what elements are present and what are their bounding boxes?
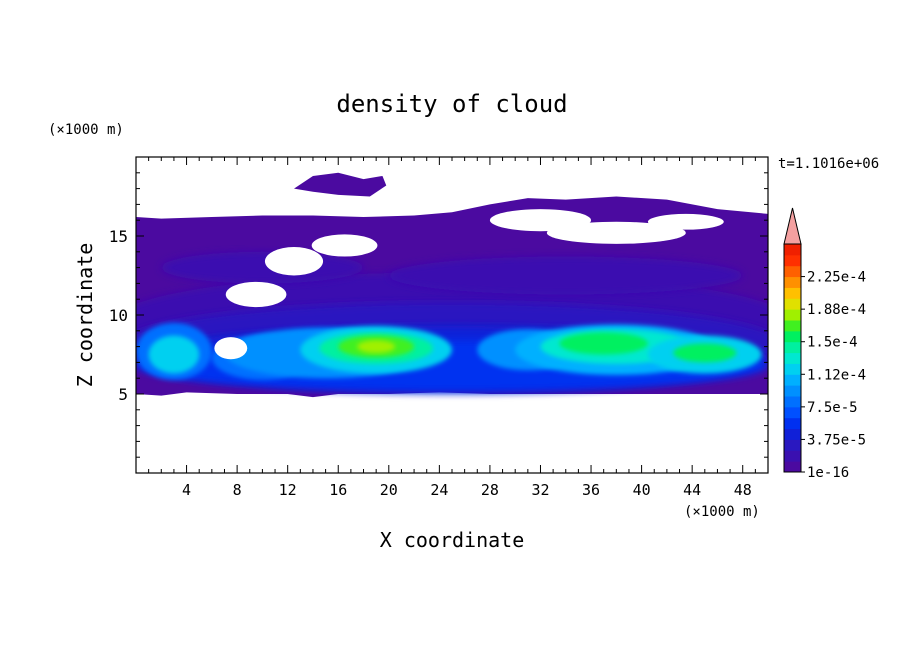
field-blob	[559, 332, 648, 355]
field-blob	[388, 256, 743, 295]
colorbar-swatch	[784, 320, 801, 332]
field-blob	[673, 343, 737, 363]
colorbar-swatch	[784, 396, 801, 408]
y-tick-label: 5	[118, 385, 128, 404]
field-blob	[148, 335, 200, 374]
x-axis-label: X coordinate	[380, 528, 525, 552]
x-tick-label: 40	[633, 481, 651, 499]
field-clear-hole	[225, 281, 287, 308]
field-clear-hole	[489, 209, 592, 232]
colorbar-swatch	[784, 461, 801, 473]
field-blob	[161, 251, 364, 284]
colorbar-swatch	[784, 341, 801, 354]
colorbar-swatch	[784, 244, 801, 256]
field-blob	[357, 340, 396, 353]
x-tick-label: 8	[233, 481, 242, 499]
colorbar-swatch	[784, 428, 801, 440]
colorbar-frame	[783, 243, 802, 473]
x-axis-ticks: 4 8 12 16 20 24 28 32 36 40 44 48	[148, 157, 756, 499]
field-clear-hole	[214, 337, 248, 360]
colorbar-label: 3.75e-5	[807, 432, 866, 448]
colorbar-label: 2.25e-4	[807, 270, 866, 286]
field-clear-hole	[546, 221, 686, 244]
colorbar-swatch	[784, 276, 801, 288]
colorbar-swatch	[784, 450, 801, 462]
colorbar-swatch	[784, 363, 801, 375]
x-tick-label: 32	[531, 481, 549, 499]
x-tick-label: 36	[582, 481, 600, 499]
y-axis-label: Z coordinate	[73, 243, 97, 388]
x-tick-label: 48	[734, 481, 752, 499]
x-tick-label: 4	[182, 481, 191, 499]
x-tick-label: 16	[329, 481, 347, 499]
y-tick-label: 10	[109, 306, 128, 325]
colorbar-overflow-triangle	[783, 207, 802, 245]
density-field	[136, 172, 768, 398]
time-label: t=1.1016e+06	[778, 156, 879, 172]
colorbar-label: 1e-16	[807, 465, 849, 481]
colorbar-swatch	[784, 352, 801, 364]
colorbar-swatch	[784, 385, 801, 397]
colorbar-swatch	[784, 417, 801, 430]
y-axis-ticks: 5 10 15	[109, 172, 768, 458]
colorbar-label: 1.12e-4	[807, 367, 866, 383]
y-axis-unit: (×1000 m)	[48, 122, 124, 138]
colorbar-swatch	[784, 309, 801, 321]
colorbar-label: 1.5e-4	[807, 335, 858, 351]
colorbar-swatch	[784, 265, 801, 278]
field-clear-hole	[311, 234, 378, 257]
x-tick-label: 44	[683, 481, 701, 499]
field-layers	[136, 172, 768, 398]
colorbar-swatch	[784, 406, 801, 419]
x-tick-label: 28	[481, 481, 499, 499]
field-clear-hole	[264, 247, 324, 276]
x-tick-label: 24	[430, 481, 448, 499]
field-clear-hole	[647, 213, 724, 230]
chart-title: density of cloud	[336, 90, 567, 118]
colorbar-swatch	[784, 287, 801, 299]
field-layer-top-patch	[294, 172, 387, 197]
x-axis-unit: (×1000 m)	[684, 504, 760, 520]
colorbar-swatch	[784, 439, 801, 451]
y-tick-label: 15	[109, 227, 128, 246]
colorbar-label: 7.5e-5	[807, 400, 858, 416]
colorbar-swatch	[784, 374, 801, 386]
colorbar-swatch	[784, 254, 801, 267]
colorbar-swatch	[784, 330, 801, 343]
x-tick-label: 12	[279, 481, 297, 499]
colorbar-swatch	[784, 298, 801, 310]
colorbar: 1e-16 3.75e-5 7.5e-5 1.12e-4 1.5e-4 1.88e-4 2.…	[783, 207, 866, 481]
colorbar-label: 1.88e-4	[807, 302, 866, 318]
x-tick-label: 20	[380, 481, 398, 499]
